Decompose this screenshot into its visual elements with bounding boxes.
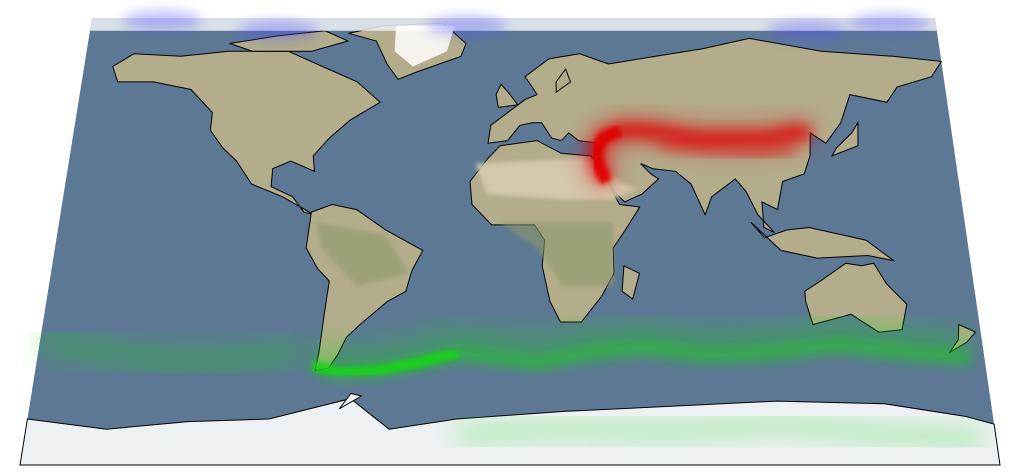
indonesia-landmass [750, 221, 895, 262]
red-plume [582, 117, 811, 188]
uk-landmass [495, 83, 519, 108]
japan-landmass [831, 120, 859, 157]
green-plume-diffuse [310, 316, 971, 371]
green-plume-diffuse [37, 328, 303, 377]
green-plume-antarctic [455, 415, 984, 449]
central-africa-vegetation [499, 222, 615, 287]
polar-tint-patch [238, 20, 319, 41]
polar-tint-patch [848, 13, 929, 34]
madagascar-landmass [621, 265, 641, 300]
greenland-ice [394, 25, 455, 67]
north-america-landmass [112, 50, 381, 216]
antarctic-peninsula [338, 392, 363, 410]
green-plume-source [311, 347, 460, 379]
green-plume [37, 316, 984, 449]
polar-tint-patch [426, 15, 507, 36]
amazon-vegetation [315, 222, 410, 287]
polar-tint-patch [767, 20, 848, 41]
polar-tint-patch [121, 10, 202, 31]
red-plume-source [589, 124, 623, 185]
blue-polar-tint [121, 10, 929, 41]
red-plume-branch [658, 136, 796, 161]
scandinavia-sea-landmass [555, 68, 572, 94]
